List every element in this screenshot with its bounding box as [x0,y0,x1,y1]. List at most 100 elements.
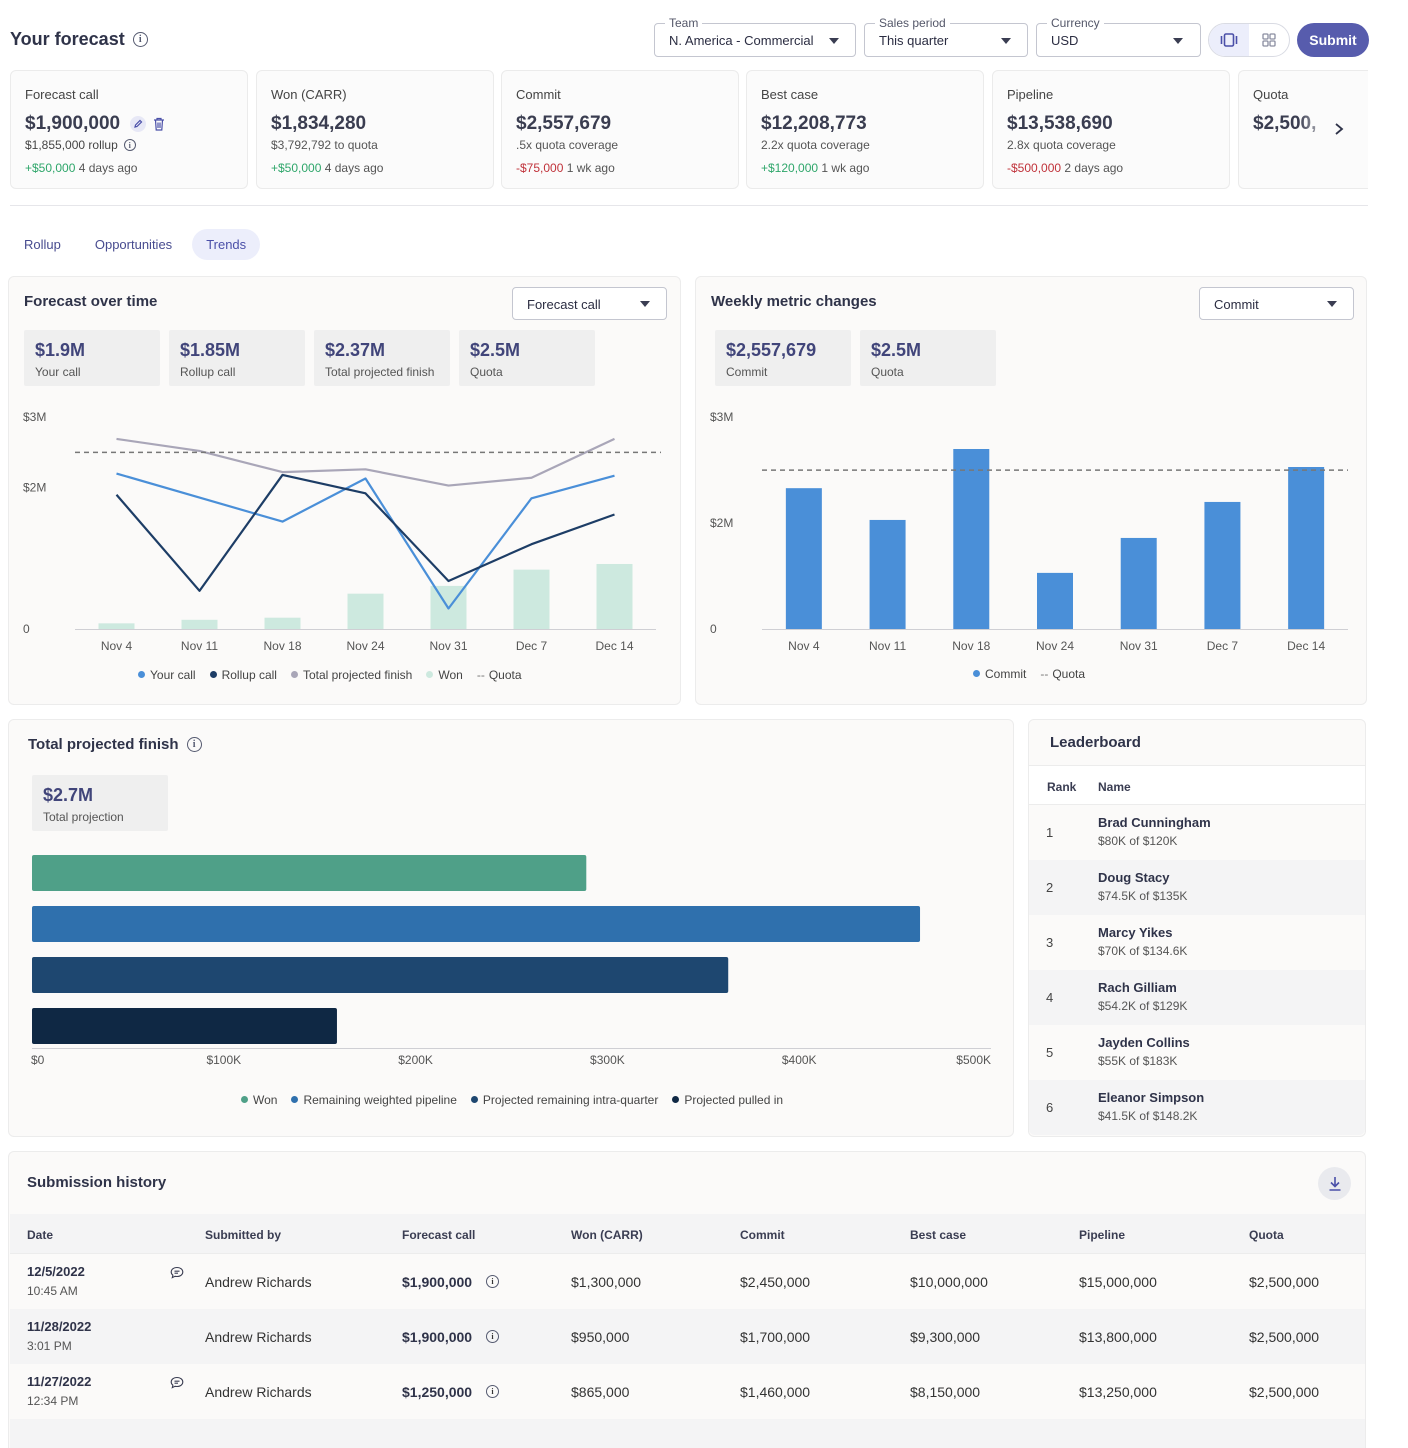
projection-bar-remaining-weighted-pipeline [32,906,921,942]
table-row[interactable]: 12/5/2022 10:45 AM Andrew Richards $1,90… [10,1254,1365,1309]
legend-item: -- Quota [1040,667,1086,681]
x-tick-label: $0 [31,1053,45,1067]
forecast-call-card: Forecast call $1,900,000 $1,855,000 roll… [10,70,248,189]
delete-icon[interactable] [152,116,166,132]
projection-bar-projected-pulled-in [32,1008,337,1044]
weekly-bar-chart: $3M $2M 0 Nov 4 Nov 11 Nov 18 Nov 24 Nov 31 Dec … [710,410,1348,653]
won-bar [596,563,633,629]
info-icon[interactable]: i [486,1330,499,1343]
commit-bar [869,519,906,629]
x-tick-label: $400K [782,1053,817,1067]
info-icon[interactable]: i [486,1385,499,1398]
column-header[interactable]: Best case [910,1228,967,1242]
column-header[interactable]: Won (CARR) [571,1228,643,1242]
kpi-tile: $1.85M Rollup call [169,330,305,386]
chevron-right-icon[interactable] [1333,122,1345,136]
info-icon[interactable]: i [186,737,202,752]
legend-item: Remaining weighted pipeline [291,1093,457,1107]
x-tick-label: Nov 24 [1036,639,1074,653]
download-button[interactable] [1318,1167,1351,1200]
currency-select[interactable]: Currency USD [1036,16,1201,57]
edit-icon[interactable] [130,116,147,132]
info-icon[interactable]: i [486,1275,499,1288]
chart-legend: Commit -- Quota [973,667,1085,681]
legend-item: Won [426,668,463,682]
download-icon [1329,1176,1340,1191]
grid-view-button[interactable] [1249,24,1289,56]
y-tick-label: $3M [23,410,46,424]
kpi-tile: $1.9M Your call [24,330,160,386]
view-toggle [1208,23,1290,57]
tab-opportunities[interactable]: Opportunities [94,237,173,252]
won-bar [347,593,384,629]
quota-card: Quota $2,500, [1238,70,1368,189]
chart-legend: Won Remaining weighted pipeline Projecte… [241,1093,783,1107]
x-tick-label: Nov 24 [346,639,384,653]
series-line-your-call [116,472,615,610]
kpi-tile: $2.37M Total projected finish [314,330,450,386]
projection-bar-chart: $0 $100K $200K $300K $400K $500K [31,855,991,1067]
commit-bar [1204,501,1241,629]
leaderboard-header: Rank Name [1029,765,1365,805]
x-tick-label: $100K [206,1053,241,1067]
kpi-tile: $2.5M Quota [860,330,996,386]
won-bar [513,569,550,629]
leaderboard-row[interactable]: 6 Eleanor Simpson $41.5K of $148.2K [1029,1080,1365,1135]
table-row[interactable]: 11/28/2022 3:01 PM Andrew Richards $1,90… [10,1309,1365,1364]
sales-period-select[interactable]: Sales period This quarter [864,16,1028,57]
info-icon[interactable]: i [132,32,148,47]
commit-bar [1120,537,1157,629]
grid-view-icon [1262,33,1276,47]
x-tick-label: Nov 18 [263,639,301,653]
legend-item: Commit [973,667,1026,681]
commit-bar [1037,572,1073,629]
divider [10,205,1368,206]
won-bar [264,617,301,629]
x-tick-label: Dec 14 [1287,639,1325,653]
column-header[interactable]: Commit [740,1228,785,1242]
won-bar [98,623,135,629]
info-icon[interactable]: i [123,139,136,151]
caret-down-icon [1173,38,1183,44]
caret-down-icon [1327,301,1337,307]
tab-trends[interactable]: Trends [192,229,261,260]
x-tick-label: Nov 31 [429,639,467,653]
comment-icon[interactable] [170,1266,184,1279]
leaderboard-row[interactable]: 2 Doug Stacy $74.5K of $135K [1029,860,1365,915]
x-tick-label: Nov 18 [952,639,990,653]
x-tick-label: Nov 11 [869,639,906,653]
x-tick-label: Dec 7 [1207,639,1239,653]
comment-icon[interactable] [170,1376,184,1389]
column-header[interactable]: Date [27,1228,54,1242]
column-header[interactable]: Pipeline [1079,1228,1126,1242]
x-tick-label: Nov 31 [1120,639,1158,653]
series-line-rollup-call [115,473,615,592]
legend-item: Won [241,1093,277,1107]
leaderboard-row[interactable]: 3 Marcy Yikes $70K of $134.6K [1029,915,1365,970]
leaderboard-row[interactable]: 1 Brad Cunningham $80K of $120K [1029,805,1365,860]
won-carr-card: Won (CARR) $1,834,280 $3,792,792 to quot… [256,70,494,189]
commit-bar [1288,467,1325,629]
panel-title: Submission history [27,1174,167,1191]
team-select[interactable]: Team N. America - Commercial [654,16,856,57]
column-header[interactable]: Forecast call [402,1228,476,1242]
series-line-total-projected-finish [116,437,615,487]
weekly-metric-select[interactable]: Commit [1199,287,1354,320]
projection-bar-projected-remaining-intra-quarter [32,957,729,993]
tab-bar: Rollup Opportunities Trends [10,229,261,260]
x-tick-label: Nov 4 [788,639,820,653]
table-row[interactable]: 11/27/2022 12:34 PM Andrew Richards $1,2… [10,1364,1365,1419]
carousel-view-button[interactable] [1209,24,1249,56]
legend-item: Your call [138,668,196,682]
column-header[interactable]: Quota [1249,1228,1284,1242]
leaderboard-title: Leaderboard [1050,734,1141,751]
leaderboard-row[interactable]: 4 Rach Gilliam $54.2K of $129K [1029,970,1365,1025]
forecast-metric-select[interactable]: Forecast call [512,287,667,320]
legend-item: Projected remaining intra-quarter [470,1093,658,1107]
column-header[interactable]: Submitted by [205,1228,282,1242]
submit-button[interactable]: Submit [1297,23,1369,57]
x-tick-label: $300K [590,1053,625,1067]
x-tick-label: Nov 4 [101,639,133,653]
leaderboard-row[interactable]: 5 Jayden Collins $55K of $183K [1029,1025,1365,1080]
tab-rollup[interactable]: Rollup [24,237,61,252]
